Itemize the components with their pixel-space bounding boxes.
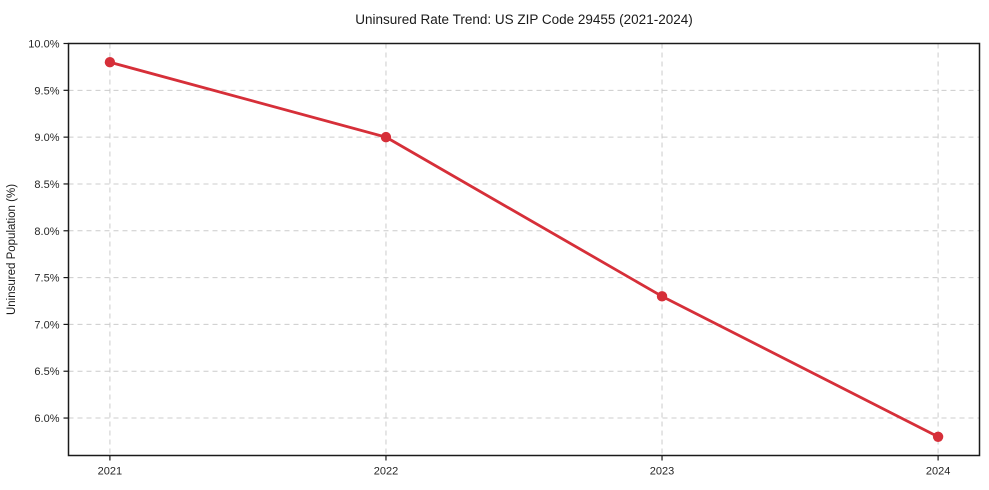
- y-tick-label: 7.5%: [34, 273, 59, 285]
- data-point-2021: [104, 57, 116, 68]
- y-tick-label: 7.0%: [34, 319, 59, 331]
- data-point-2024: [932, 431, 944, 442]
- y-tick-label: 6.5%: [34, 366, 59, 378]
- x-tick-label: 2021: [98, 466, 122, 478]
- x-tick-label: 2023: [650, 466, 674, 478]
- y-tick-label: 8.0%: [34, 226, 59, 238]
- y-axis-label: Uninsured Population (%): [6, 184, 18, 315]
- data-point-2023: [656, 291, 668, 302]
- plot-border: [67, 42, 981, 457]
- chart-title: Uninsured Rate Trend: US ZIP Code 29455 …: [355, 12, 692, 27]
- y-tick-label: 8.5%: [34, 179, 59, 191]
- y-tick-label: 9.0%: [34, 132, 59, 144]
- x-tick-label: 2022: [374, 466, 398, 478]
- y-tick-label: 10.0%: [28, 39, 59, 51]
- x-tick-label: 2024: [926, 466, 950, 478]
- y-tick-label: 9.5%: [34, 85, 59, 97]
- y-tick-label: 6.0%: [34, 413, 59, 425]
- data-point-2022: [380, 131, 392, 143]
- trend-line: [108, 60, 940, 439]
